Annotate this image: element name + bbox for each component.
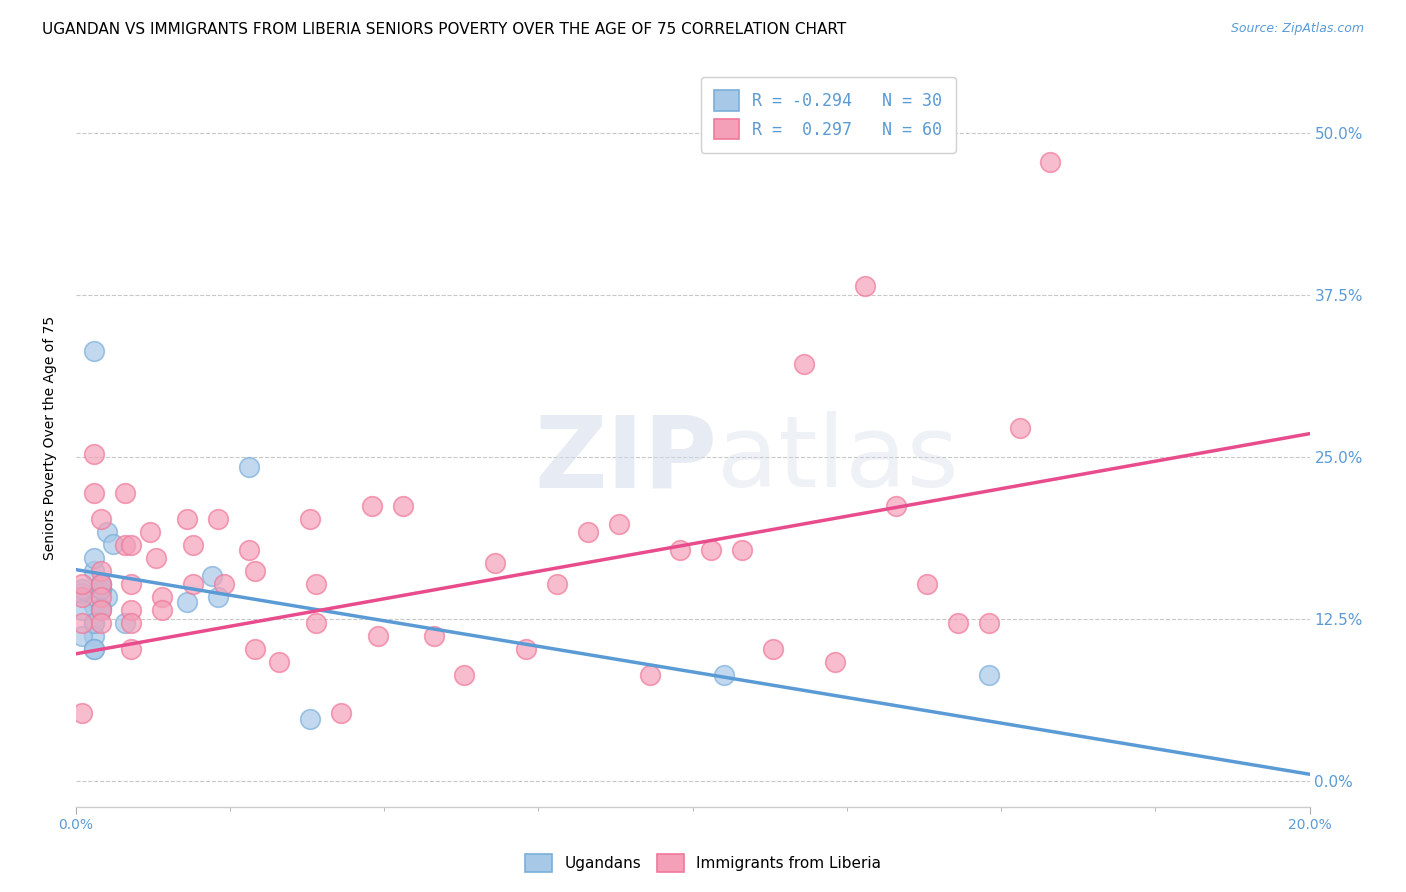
Point	[90, 603, 112, 617]
Point	[96, 590, 118, 604]
Point	[83, 564, 105, 578]
Point	[120, 577, 142, 591]
Point	[90, 582, 112, 596]
Point	[700, 543, 723, 558]
Legend: Ugandans, Immigrants from Liberia: Ugandans, Immigrants from Liberia	[517, 846, 889, 880]
Point	[453, 667, 475, 681]
Point	[977, 667, 1000, 681]
Point	[713, 667, 735, 681]
Point	[83, 629, 105, 643]
Text: atlas: atlas	[717, 411, 959, 508]
Point	[238, 543, 260, 558]
Point	[120, 603, 142, 617]
Point	[422, 629, 444, 643]
Point	[915, 577, 938, 591]
Point	[83, 615, 105, 630]
Point	[515, 641, 537, 656]
Point	[669, 543, 692, 558]
Point	[305, 615, 328, 630]
Point	[181, 577, 204, 591]
Point	[762, 641, 785, 656]
Point	[305, 577, 328, 591]
Point	[884, 499, 907, 513]
Point	[207, 590, 229, 604]
Point	[83, 486, 105, 500]
Point	[83, 615, 105, 630]
Point	[638, 667, 661, 681]
Point	[90, 601, 112, 615]
Point	[176, 595, 198, 609]
Point	[120, 615, 142, 630]
Point	[70, 590, 93, 604]
Point	[731, 543, 754, 558]
Y-axis label: Seniors Poverty Over the Age of 75: Seniors Poverty Over the Age of 75	[44, 316, 58, 559]
Text: ZIP: ZIP	[534, 411, 717, 508]
Point	[114, 538, 136, 552]
Point	[90, 564, 112, 578]
Point	[946, 615, 969, 630]
Point	[70, 706, 93, 721]
Point	[90, 590, 112, 604]
Point	[83, 447, 105, 461]
Point	[83, 343, 105, 358]
Point	[484, 556, 506, 570]
Point	[90, 577, 112, 591]
Point	[576, 525, 599, 540]
Point	[367, 629, 389, 643]
Point	[299, 712, 322, 726]
Point	[793, 357, 815, 371]
Point	[824, 655, 846, 669]
Point	[145, 551, 167, 566]
Point	[150, 590, 173, 604]
Point	[70, 577, 93, 591]
Point	[855, 279, 877, 293]
Point	[120, 641, 142, 656]
Point	[101, 537, 124, 551]
Point	[90, 577, 112, 591]
Point	[977, 615, 1000, 630]
Point	[391, 499, 413, 513]
Point	[114, 486, 136, 500]
Point	[83, 551, 105, 566]
Point	[546, 577, 568, 591]
Point	[176, 512, 198, 526]
Point	[212, 577, 235, 591]
Point	[70, 586, 93, 600]
Point	[181, 538, 204, 552]
Text: Source: ZipAtlas.com: Source: ZipAtlas.com	[1230, 22, 1364, 36]
Point	[96, 525, 118, 540]
Point	[90, 577, 112, 591]
Point	[1008, 421, 1031, 435]
Point	[139, 525, 162, 540]
Text: UGANDAN VS IMMIGRANTS FROM LIBERIA SENIORS POVERTY OVER THE AGE OF 75 CORRELATIO: UGANDAN VS IMMIGRANTS FROM LIBERIA SENIO…	[42, 22, 846, 37]
Point	[70, 615, 93, 630]
Point	[114, 615, 136, 630]
Point	[200, 569, 222, 583]
Point	[83, 599, 105, 613]
Point	[607, 517, 630, 532]
Point	[90, 512, 112, 526]
Point	[90, 603, 112, 617]
Point	[90, 615, 112, 630]
Point	[269, 655, 291, 669]
Point	[238, 460, 260, 475]
Point	[70, 603, 93, 617]
Point	[299, 512, 322, 526]
Legend: R = -0.294   N = 30, R =  0.297   N = 60: R = -0.294 N = 30, R = 0.297 N = 60	[700, 77, 956, 153]
Point	[361, 499, 384, 513]
Point	[243, 564, 266, 578]
Point	[70, 582, 93, 596]
Point	[207, 512, 229, 526]
Point	[83, 641, 105, 656]
Point	[150, 603, 173, 617]
Point	[243, 641, 266, 656]
Point	[70, 629, 93, 643]
Point	[90, 582, 112, 596]
Point	[120, 538, 142, 552]
Point	[83, 641, 105, 656]
Point	[330, 706, 353, 721]
Point	[1039, 154, 1062, 169]
